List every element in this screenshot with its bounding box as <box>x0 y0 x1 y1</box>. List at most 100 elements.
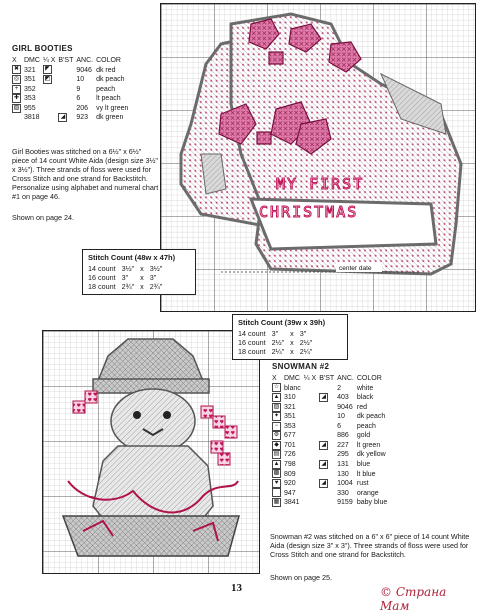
snowman-key-title: SNOWMAN #2 <box>272 362 330 371</box>
watermark-logo: © Страна Мам <box>380 585 447 613</box>
snowman-key-header: X DMC ¼ X B'ST ANC. COLOR <box>272 374 390 383</box>
dmc-number: 353 <box>284 422 296 430</box>
quarter-stitch-cell <box>304 431 319 441</box>
backstitch-cell <box>319 383 337 393</box>
backstitch-cell <box>319 498 337 508</box>
hdr-x: X <box>272 375 277 383</box>
anchor-number: 206 <box>76 104 89 112</box>
snowman-shown-on: Shown on page 25. <box>270 573 332 582</box>
dmc-number: 353 <box>24 95 36 103</box>
dmc-number: 677 <box>284 432 296 440</box>
snowman-bowl <box>61 515 240 557</box>
booties-chart-svg: MY FIRST CHRISTMAS center date <box>161 4 475 311</box>
stitch-count-table-1: 14 count 3½" x 3½" 16 count 3" x 3" 18 c… <box>88 264 168 291</box>
quarter-stitch-cell <box>304 460 319 470</box>
quarter-stitch-cell <box>43 85 58 95</box>
snowman-key-row: ▲ 310 ◢ 403 black <box>272 392 390 403</box>
snowman-key-row: ⚙ 677 886 gold <box>272 431 390 441</box>
snowman-key-row: ▨ 321 9046 red <box>272 402 390 413</box>
color-name: dk peach <box>356 413 386 421</box>
quarter-stitch-cell <box>304 498 319 508</box>
stitch-count-row: 18 count 2¼" x 2¼" <box>238 347 313 356</box>
dmc-number: 920 <box>284 480 296 488</box>
dmc-number: 3818 <box>24 114 40 122</box>
bow-top <box>248 18 362 73</box>
symbol-icon: ▲ <box>272 459 281 469</box>
booties-key-row: 3818 ◢ 923 dk green <box>12 113 131 123</box>
dmc-number: 701 <box>284 441 296 449</box>
booties-description: Girl Booties was stitched on a 6½" x 6½"… <box>12 147 159 201</box>
dmc-number: 798 <box>284 460 296 468</box>
dmc-number: 3841 <box>284 499 300 507</box>
symbol-icon: ♥ <box>272 478 281 488</box>
hdr-qx: ¼ X <box>303 375 317 383</box>
color-name: peach <box>356 422 376 430</box>
backstitch-cell <box>319 450 337 460</box>
booties-key-row: ✖ 321 ◤ 9046 dk red <box>12 65 131 75</box>
anchor-number: 10 <box>76 76 85 84</box>
color-name: lt peach <box>96 95 121 103</box>
anchor-number: 6 <box>76 95 81 103</box>
bow-middle <box>218 101 332 155</box>
quarter-stitch-cell <box>304 403 319 413</box>
stitch-count-row: 16 count 3" x 3" <box>88 273 157 282</box>
quarter-stitch-cell <box>43 104 58 114</box>
dmc-number: 321 <box>24 66 36 74</box>
color-name: dk red <box>96 66 116 74</box>
color-name: orange <box>356 489 379 497</box>
quarter-stitch-cell <box>304 412 319 422</box>
anchor-number: 130 <box>337 470 349 478</box>
anchor-number: 131 <box>337 460 349 468</box>
color-name: black <box>356 394 374 402</box>
symbol-icon: ☆ <box>272 383 281 393</box>
color-name: gold <box>356 432 371 440</box>
symbol-icon: ◆ <box>272 440 281 450</box>
stitch-count-title-2: Stitch Count (39w x 39h) <box>238 318 326 327</box>
dmc-number: 351 <box>24 76 36 84</box>
stitch-count-row: 16 count 2½" x 2½" <box>238 338 313 347</box>
symbol-icon <box>272 488 281 498</box>
snowman-key-row: ▤ 726 295 dk yellow <box>272 450 390 460</box>
booties-text-line2: CHRISTMAS <box>259 203 358 221</box>
dmc-number: 809 <box>284 470 296 478</box>
backstitch-icon: ◢ <box>319 392 329 402</box>
stitch-count-table-2: 14 count 3" x 3" 16 count 2½" x 2½" 18 c… <box>238 329 318 356</box>
backstitch-cell <box>58 85 76 95</box>
symbol-icon: ✚ <box>12 94 21 104</box>
snowman-key-row: ▲ 798 ◢ 131 blue <box>272 459 390 470</box>
dmc-number: 726 <box>284 451 296 459</box>
snowman-key-row: 947 330 orange <box>272 488 390 498</box>
snowman-key-row: ☆ blanc 2 white <box>272 383 390 393</box>
backstitch-cell <box>58 94 76 104</box>
color-name: peach <box>96 85 116 93</box>
quarter-stitch-icon: ◤ <box>42 65 52 75</box>
color-name: baby blue <box>356 499 388 507</box>
anchor-number: 9 <box>76 85 81 93</box>
dmc-number: 351 <box>284 413 296 421</box>
hdr-bst: B'ST <box>319 375 335 383</box>
booties-key-title: GIRL BOOTIES <box>12 44 73 53</box>
dmc-number: 321 <box>284 403 296 411</box>
quarter-stitch-cell <box>304 393 319 403</box>
hdr-dmc: DMC <box>284 375 300 383</box>
snowman-key: SNOWMAN #2 X DMC ¼ X B'ST ANC. COLOR ☆ b… <box>272 362 390 508</box>
snowman-key-row: ▦ 3841 9159 baby blue <box>272 497 390 508</box>
backstitch-cell <box>319 422 337 432</box>
anchor-number: 330 <box>337 489 349 497</box>
dmc-number: 352 <box>24 85 36 93</box>
symbol-icon: ⚙ <box>272 431 281 441</box>
dmc-number: 310 <box>284 394 296 402</box>
stitch-count-row: 18 count 2¾" x 2¾" <box>88 282 163 291</box>
symbol-cell <box>12 113 24 123</box>
stitch-count-box-2: Stitch Count (39w x 39h) 14 count 3" x 3… <box>232 314 348 360</box>
backstitch-cell <box>319 412 337 422</box>
stitch-count-row: 14 count 3½" x 3½" <box>88 264 163 273</box>
booties-key-table: X DMC ¼ X B'ST ANC. COLOR ✖ 321 ◤ 9046 d… <box>12 56 131 123</box>
backstitch-cell <box>319 469 337 479</box>
snowman-chart <box>42 330 260 574</box>
color-name: vy lt green <box>96 104 129 112</box>
backstitch-cell <box>58 104 76 114</box>
stitch-count-row: 14 count 3" x 3" <box>238 329 307 338</box>
symbol-icon: ◎ <box>12 74 21 84</box>
snowman-description: Snowman #2 was stitched on a 6" x 6" pie… <box>270 532 470 559</box>
